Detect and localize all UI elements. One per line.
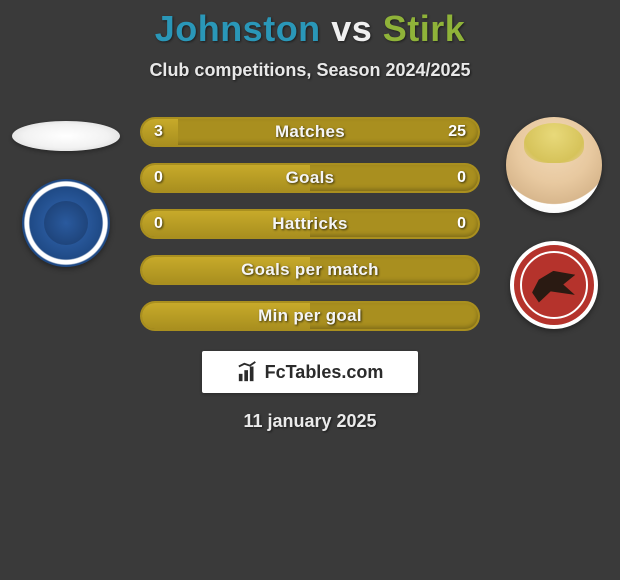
stat-value-right: 0 xyxy=(457,211,466,237)
avatar-hair xyxy=(524,123,584,163)
player1-avatar xyxy=(12,121,120,151)
stat-value-left: 0 xyxy=(154,165,163,191)
comparison-area: Matches325Goals00Hattricks00Goals per ma… xyxy=(0,117,620,432)
player2-column xyxy=(494,117,614,329)
stat-value-left: 0 xyxy=(154,211,163,237)
stat-value-right: 0 xyxy=(457,165,466,191)
vs-separator: vs xyxy=(331,8,372,49)
stat-bar: Goals0 0 xyxy=(140,163,480,193)
stat-label: Goals per match xyxy=(142,257,478,283)
player1-column xyxy=(6,117,126,267)
snapshot-date: 11 january 2025 xyxy=(0,411,620,432)
stat-label: Min per goal xyxy=(142,303,478,329)
stat-bar: Goals per match xyxy=(140,255,480,285)
page-title: Johnston vs Stirk xyxy=(0,0,620,50)
stat-bar: Min per goal xyxy=(140,301,480,331)
subtitle: Club competitions, Season 2024/2025 xyxy=(0,60,620,81)
branding-text: FcTables.com xyxy=(265,362,384,383)
stat-label: Hattricks xyxy=(142,211,478,237)
crest-bird-icon xyxy=(529,267,580,304)
stat-value-right: 25 xyxy=(448,119,466,145)
bar-chart-icon xyxy=(237,361,259,383)
stat-bar: Matches3 25 xyxy=(140,117,480,147)
stat-label: Matches xyxy=(142,119,478,145)
player1-club-crest xyxy=(22,179,110,267)
player2-name: Stirk xyxy=(383,8,466,49)
stat-label: Goals xyxy=(142,165,478,191)
player2-club-crest xyxy=(510,241,598,329)
player1-name: Johnston xyxy=(155,8,321,49)
branding-badge: FcTables.com xyxy=(202,351,418,393)
stat-value-left: 3 xyxy=(154,119,163,145)
stat-bar: Hattricks0 0 xyxy=(140,209,480,239)
player2-avatar xyxy=(506,117,602,213)
stat-bars: Matches325Goals00Hattricks00Goals per ma… xyxy=(140,117,480,331)
